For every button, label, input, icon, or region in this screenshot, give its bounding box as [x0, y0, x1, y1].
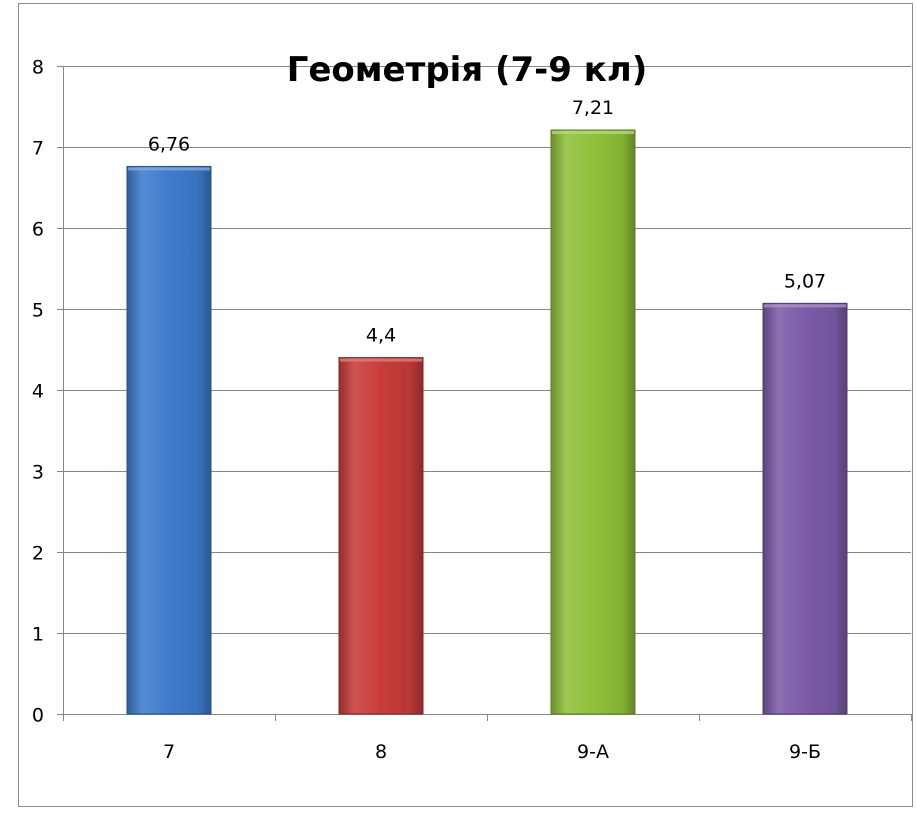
data-label: 6,76 [148, 133, 190, 155]
y-tick-label: 1 [32, 624, 44, 646]
y-tick-label: 6 [32, 219, 44, 241]
x-tick-label: 8 [375, 741, 387, 763]
bar-9-А [550, 129, 636, 715]
y-tick-label: 4 [32, 381, 44, 403]
bar-8 [338, 357, 424, 715]
bars [126, 129, 848, 715]
y-tick-label: 7 [32, 138, 44, 160]
bar-highlight [128, 167, 210, 171]
bar-7 [126, 165, 212, 715]
y-tick-label: 8 [32, 57, 44, 79]
data-labels: 6,76 7 4,4 8 7,21 9-А 5,07 9-Б [148, 97, 826, 763]
y-tick-label: 5 [32, 300, 44, 322]
axes: 0 1 2 3 4 5 6 7 8 [32, 57, 912, 727]
bar-9-Б [762, 302, 848, 715]
data-label: 5,07 [784, 270, 826, 292]
x-tick-label: 7 [163, 741, 175, 763]
x-tick-label: 9-Б [789, 741, 821, 763]
chart-title: Геометрія (7-9 кл) [287, 50, 648, 90]
y-tick-label: 3 [32, 462, 44, 484]
data-label: 7,21 [572, 97, 614, 119]
y-tick-label: 2 [32, 543, 44, 565]
bar-highlight [340, 358, 422, 362]
bar-highlight [764, 304, 846, 308]
bar-highlight [552, 130, 634, 134]
y-tick-label: 0 [32, 705, 44, 727]
data-label: 4,4 [366, 325, 396, 347]
x-tick-label: 9-А [577, 741, 609, 763]
